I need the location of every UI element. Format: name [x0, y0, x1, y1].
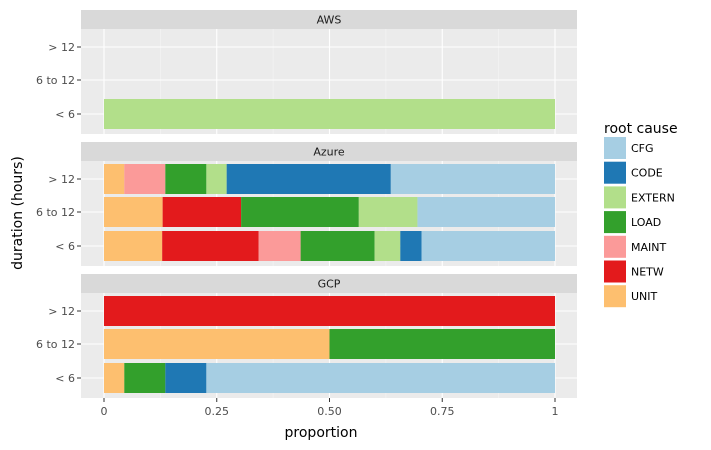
facet-strip-label: GCP: [318, 278, 341, 291]
legend-label: MAINT: [631, 241, 666, 254]
bar-segment-cfg: [390, 164, 555, 194]
legend-swatch: [604, 235, 626, 258]
bar-segment-load: [124, 363, 166, 393]
legend-swatch: [604, 211, 626, 234]
bar-segment-load: [165, 164, 207, 194]
bar-segment-code: [226, 164, 391, 194]
legend-label: CODE: [631, 167, 663, 180]
legend-swatch: [604, 285, 626, 308]
bar-segment-cfg: [417, 197, 555, 227]
x-axis: 0 0.25 0.50 0.75 1: [101, 398, 559, 418]
bar-segment-extern: [206, 164, 227, 194]
y-tick-label: < 6: [55, 108, 75, 121]
bar-segment-extern: [104, 99, 555, 129]
y-tick-label: > 12: [48, 41, 75, 54]
facet-azure: Azure > 12 6 to 12 < 6: [36, 142, 577, 266]
bar-segment-code: [165, 363, 207, 393]
legend-label: EXTERN: [631, 191, 675, 204]
x-axis-title: proportion: [285, 425, 358, 441]
legend-item-cfg: CFG: [604, 137, 654, 159]
x-tick-label: 0: [101, 405, 108, 418]
y-tick-label: > 12: [48, 173, 75, 186]
bar-segment-extern: [374, 231, 401, 261]
legend-item-maint: MAINT: [604, 235, 666, 258]
facet-strip: [81, 142, 577, 161]
legend-label: LOAD: [631, 216, 661, 229]
bar-segment-unit: [104, 164, 125, 194]
legend-swatch: [604, 137, 626, 159]
bar-segment-extern: [358, 197, 418, 227]
bar-segment-unit: [104, 231, 163, 261]
bar-segment-cfg: [421, 231, 555, 261]
y-tick-label: 6 to 12: [36, 206, 75, 219]
legend-label: NETW: [631, 266, 664, 279]
x-tick-label: 1: [552, 405, 559, 418]
facet-strip-label: Azure: [313, 146, 345, 159]
bar-segment-netw: [104, 296, 555, 326]
legend: root cause CFG CODE EXTERN LOAD MAINT NETW UNI…: [604, 121, 678, 308]
facet-gcp: GCP > 12 6 to 12 < 6: [36, 274, 577, 398]
x-tick-label: 0.75: [430, 405, 455, 418]
legend-item-load: LOAD: [604, 211, 661, 234]
y-tick-label: < 6: [55, 372, 75, 385]
bar-segment-load: [329, 329, 555, 359]
legend-swatch: [604, 260, 626, 283]
bar-segment-netw: [162, 231, 259, 261]
x-tick-label: 0.25: [205, 405, 230, 418]
bar-segment-netw: [162, 197, 242, 227]
bar-segment-load: [241, 197, 359, 227]
legend-label: CFG: [631, 142, 654, 155]
legend-title: root cause: [604, 121, 678, 137]
legend-item-extern: EXTERN: [604, 186, 675, 209]
legend-swatch: [604, 186, 626, 209]
legend-item-netw: NETW: [604, 260, 664, 283]
bar-segment-unit: [104, 363, 125, 393]
legend-swatch: [604, 161, 626, 184]
bar-segment-maint: [124, 164, 166, 194]
bar-segment-cfg: [206, 363, 555, 393]
facet-aws: AWS > 12 6 to 12 < 6: [36, 10, 577, 134]
legend-item-code: CODE: [604, 161, 663, 184]
y-tick-label: < 6: [55, 240, 75, 253]
bar-segment-unit: [104, 197, 163, 227]
facet-strip-label: AWS: [317, 14, 342, 27]
bar-segment-load: [300, 231, 375, 261]
facet-strip: [81, 274, 577, 293]
bar-segment-code: [400, 231, 422, 261]
bar-segment-maint: [258, 231, 301, 261]
facet-strip: [81, 10, 577, 29]
facet-panels: AWS > 12 6 to 12 < 6 Azure > 12 6 to 12 < 6 GCP >…: [36, 10, 577, 398]
legend-label: UNIT: [631, 290, 658, 303]
bar-segment-unit: [104, 329, 330, 359]
y-tick-label: > 12: [48, 305, 75, 318]
legend-item-unit: UNIT: [604, 285, 658, 308]
y-tick-label: 6 to 12: [36, 338, 75, 351]
x-tick-label: 0.50: [317, 405, 342, 418]
y-axis-title: duration (hours): [10, 156, 26, 270]
y-tick-label: 6 to 12: [36, 74, 75, 87]
